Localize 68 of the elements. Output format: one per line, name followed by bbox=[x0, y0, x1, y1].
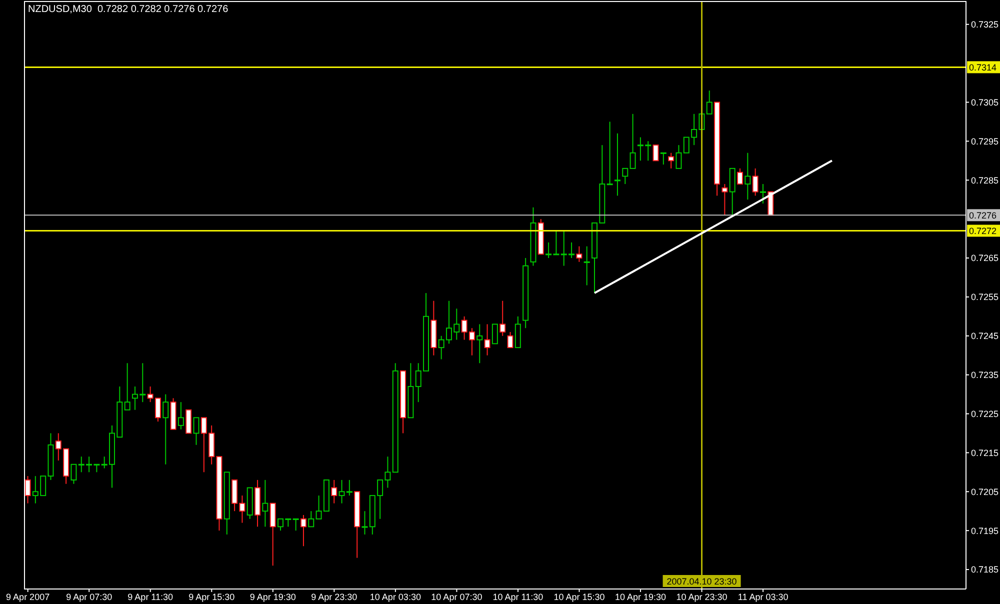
y-tick-label: 0.7305 bbox=[971, 97, 999, 108]
candlestick bbox=[162, 394, 169, 465]
candlestick bbox=[622, 168, 628, 185]
ref-line-label: 2007.04.10 23:30 bbox=[666, 576, 737, 586]
candlestick bbox=[722, 184, 728, 216]
x-tick-label: 10 Apr 23:30 bbox=[676, 592, 728, 602]
candlestick bbox=[668, 152, 674, 169]
candlestick bbox=[514, 316, 521, 348]
ref-line-label: 0.7314 bbox=[969, 62, 997, 73]
y-tick-label: 0.7265 bbox=[971, 253, 999, 264]
y-tick-label: 0.7285 bbox=[971, 175, 999, 186]
candlestick bbox=[652, 144, 659, 162]
x-tick-label: 9 Apr 19:30 bbox=[250, 592, 296, 602]
candlestick bbox=[630, 113, 636, 169]
candlestick bbox=[300, 514, 306, 547]
candlestick bbox=[729, 168, 736, 216]
x-tick-label: 9 Apr 07:30 bbox=[66, 592, 112, 602]
x-tick-label: 9 Apr 23:30 bbox=[311, 592, 358, 602]
candlestick bbox=[70, 464, 77, 484]
y-tick-label: 0.7215 bbox=[971, 448, 999, 458]
candlestick bbox=[744, 152, 751, 200]
y-tick-label: 0.7235 bbox=[971, 370, 999, 380]
y-tick-label: 0.7325 bbox=[971, 20, 999, 30]
candlestick bbox=[124, 362, 130, 410]
candlestick bbox=[262, 479, 268, 528]
y-tick-label: 0.7195 bbox=[971, 526, 999, 536]
candlestick bbox=[660, 152, 666, 166]
candlestick bbox=[24, 476, 31, 504]
candlestick bbox=[507, 331, 514, 348]
x-tick-label: 9 Apr 2007 bbox=[6, 592, 50, 602]
y-tick-label: 0.7245 bbox=[971, 331, 999, 342]
candlestick bbox=[292, 518, 299, 532]
candlestick bbox=[752, 168, 758, 196]
candlestick bbox=[270, 502, 276, 566]
x-tick-label: 10 Apr 11:30 bbox=[492, 592, 544, 602]
candlestick bbox=[492, 324, 498, 344]
ref-line-label: 0.7276 bbox=[969, 210, 997, 221]
x-tick-label: 9 Apr 11:30 bbox=[128, 592, 174, 602]
y-tick-label: 0.7205 bbox=[971, 486, 999, 497]
candlestick bbox=[676, 144, 682, 169]
x-tick-label: 10 Apr 07:30 bbox=[431, 592, 482, 602]
candlestick bbox=[476, 324, 483, 364]
x-tick-label: 10 Apr 19:30 bbox=[614, 592, 666, 602]
candlestick bbox=[331, 479, 338, 504]
candlestick bbox=[706, 90, 712, 114]
y-tick-label: 0.7225 bbox=[971, 408, 999, 419]
candlestick bbox=[186, 409, 192, 434]
ref-line-label: 0.7272 bbox=[969, 226, 997, 236]
candlestick bbox=[760, 184, 766, 204]
candlestick bbox=[484, 324, 490, 356]
candlestick bbox=[614, 132, 620, 196]
candlestick bbox=[606, 121, 613, 186]
y-tick-label: 0.7295 bbox=[971, 136, 999, 146]
candlestick bbox=[576, 246, 582, 262]
candlestick bbox=[178, 402, 184, 430]
candlestick bbox=[584, 246, 590, 286]
x-tick-label: 9 Apr 15:30 bbox=[188, 592, 235, 602]
candlestick bbox=[500, 300, 506, 336]
x-tick-label: 10 Apr 03:30 bbox=[370, 592, 421, 602]
x-tick-label: 11 Apr 03:30 bbox=[738, 592, 788, 602]
candlestick bbox=[193, 417, 200, 446]
candlestick bbox=[737, 168, 744, 185]
y-tick-label: 0.7255 bbox=[971, 292, 999, 302]
candlestick bbox=[308, 510, 314, 528]
candlestick bbox=[362, 510, 368, 535]
chart-title: NZDUSD,M30 0.7282 0.7282 0.7276 0.7276 bbox=[28, 4, 228, 15]
x-tick-label: 10 Apr 15:30 bbox=[554, 592, 605, 602]
y-tick-label: 0.7185 bbox=[971, 564, 999, 575]
